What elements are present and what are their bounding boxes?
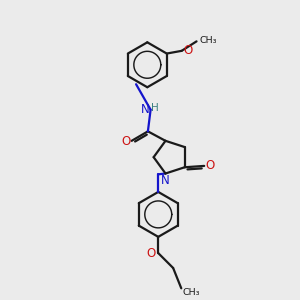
Text: O: O bbox=[183, 44, 192, 57]
Text: N: N bbox=[160, 174, 169, 187]
Text: N: N bbox=[141, 103, 150, 116]
Text: O: O bbox=[121, 135, 130, 148]
Text: CH₃: CH₃ bbox=[183, 288, 200, 297]
Text: H: H bbox=[152, 103, 159, 113]
Text: CH₃: CH₃ bbox=[199, 36, 217, 45]
Text: O: O bbox=[206, 159, 215, 172]
Text: O: O bbox=[146, 247, 156, 260]
